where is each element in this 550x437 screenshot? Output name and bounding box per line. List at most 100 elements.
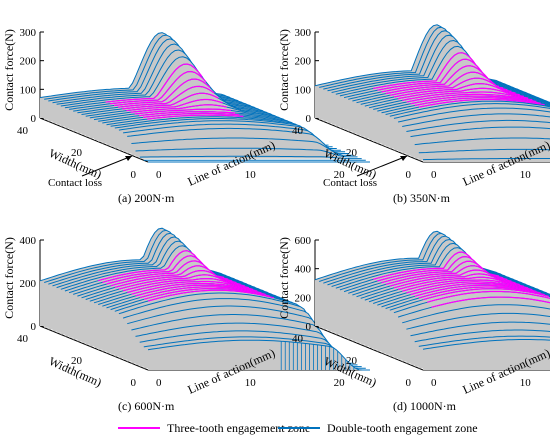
three-tooth-line [418, 286, 545, 299]
three-tooth-line [393, 82, 520, 98]
double-tooth-line [143, 336, 366, 369]
surface-strip [423, 339, 550, 370]
panel-caption: (c) 600N·m [118, 399, 175, 413]
three-tooth-line [427, 290, 550, 303]
z-tick-label: 0 [306, 321, 312, 333]
three-tooth-line [126, 98, 223, 112]
three-tooth-line [418, 98, 545, 108]
double-tooth-line [410, 126, 550, 138]
three-tooth-line [385, 71, 512, 95]
double-tooth-line [393, 103, 550, 119]
z-tick-label: 400 [20, 235, 37, 247]
contact-loss-arrow [81, 155, 133, 177]
surface-strip [418, 149, 550, 161]
z-tick-label: 200 [20, 278, 37, 290]
three-tooth-line [105, 63, 203, 103]
double-tooth-line [402, 304, 550, 324]
width-tick-label: 20 [71, 355, 83, 367]
width-tick-label: 0 [131, 169, 137, 181]
double-tooth-line [402, 113, 550, 127]
width-tick-label: 40 [292, 333, 304, 345]
double-tooth-line [135, 147, 358, 158]
z-tick-label: 100 [20, 84, 37, 96]
width-tick-label: 20 [71, 147, 83, 159]
z-tick-label: 0 [31, 321, 37, 333]
three-tooth-line [389, 77, 516, 96]
three-tooth-line [381, 65, 508, 93]
loa-tick-label: 10 [520, 377, 532, 389]
z-axis-label: Contact force(N) [2, 237, 16, 319]
three-tooth-line [147, 114, 244, 120]
width-tick-label: 20 [346, 147, 358, 159]
double-tooth-line [418, 335, 550, 347]
double-tooth-line [52, 43, 275, 124]
double-tooth-line [114, 118, 337, 149]
width-tick-label: 40 [17, 125, 29, 137]
loa-tick-label: 20 [334, 169, 346, 181]
loa-tick-label: 10 [245, 377, 256, 389]
three-tooth-line [139, 286, 266, 299]
three-tooth-line [135, 284, 262, 297]
three-tooth-line [127, 280, 254, 294]
width-tick-label: 40 [292, 125, 304, 137]
contact-loss-arrow [356, 155, 408, 177]
double-tooth-line [422, 339, 550, 350]
double-tooth-line [118, 120, 341, 151]
three-tooth-line [397, 276, 525, 291]
three-tooth-line [397, 87, 524, 100]
double-tooth-line [127, 305, 350, 362]
three-tooth-line [143, 288, 270, 300]
double-tooth-line [135, 322, 358, 366]
width-tick-label: 40 [17, 333, 29, 345]
three-tooth-line [138, 111, 236, 117]
loa-tick-label: 0 [156, 377, 162, 389]
width-tick-label: 20 [346, 355, 358, 367]
double-tooth-line [139, 330, 362, 368]
width-tick-label: 0 [131, 377, 137, 389]
z-axis-label: Contact force(N) [277, 29, 291, 111]
double-tooth-line [131, 137, 354, 156]
three-tooth-line [122, 278, 250, 292]
three-tooth-line [406, 281, 533, 294]
legend-double-tooth-label: Double-tooth engagement zone [327, 421, 478, 435]
three-tooth-line [410, 95, 537, 105]
three-tooth-line [431, 296, 550, 308]
three-tooth-line [410, 283, 537, 296]
panel-caption: (b) 350N·m [393, 191, 451, 205]
double-tooth-line [389, 100, 550, 117]
z-axis-label: Contact force(N) [2, 29, 16, 111]
double-tooth-line [397, 107, 550, 123]
contact-loss-label: Contact loss [48, 177, 102, 189]
z-tick-label: 400 [295, 264, 312, 276]
double-tooth-line [139, 155, 362, 160]
three-tooth-line [142, 112, 240, 118]
double-tooth-line [48, 38, 271, 122]
three-tooth-line [118, 274, 245, 290]
three-tooth-line [113, 78, 211, 107]
loa-tick-label: 10 [245, 169, 256, 181]
double-tooth-line [422, 158, 550, 161]
contact-loss-label: Contact loss [323, 177, 377, 189]
double-tooth-line [418, 148, 550, 154]
z-tick-label: 200 [295, 56, 312, 68]
three-tooth-line [406, 93, 533, 103]
z-tick-label: 300 [20, 27, 37, 39]
z-tick-label: 300 [295, 27, 312, 39]
double-tooth-line [147, 339, 370, 371]
double-tooth-line [123, 123, 346, 153]
loa-tick-label: 10 [520, 169, 532, 181]
three-tooth-line [122, 92, 219, 110]
double-tooth-line [60, 56, 283, 127]
panel-caption: (d) 1000N·m [393, 399, 457, 413]
z-tick-label: 200 [20, 56, 37, 68]
width-tick-label: 0 [406, 377, 412, 389]
loa-tick-label: 0 [431, 169, 437, 181]
legend-three-tooth-label: Three-tooth engagement zone [167, 421, 310, 435]
double-tooth-line [39, 32, 262, 119]
z-tick-label: 0 [31, 113, 37, 125]
